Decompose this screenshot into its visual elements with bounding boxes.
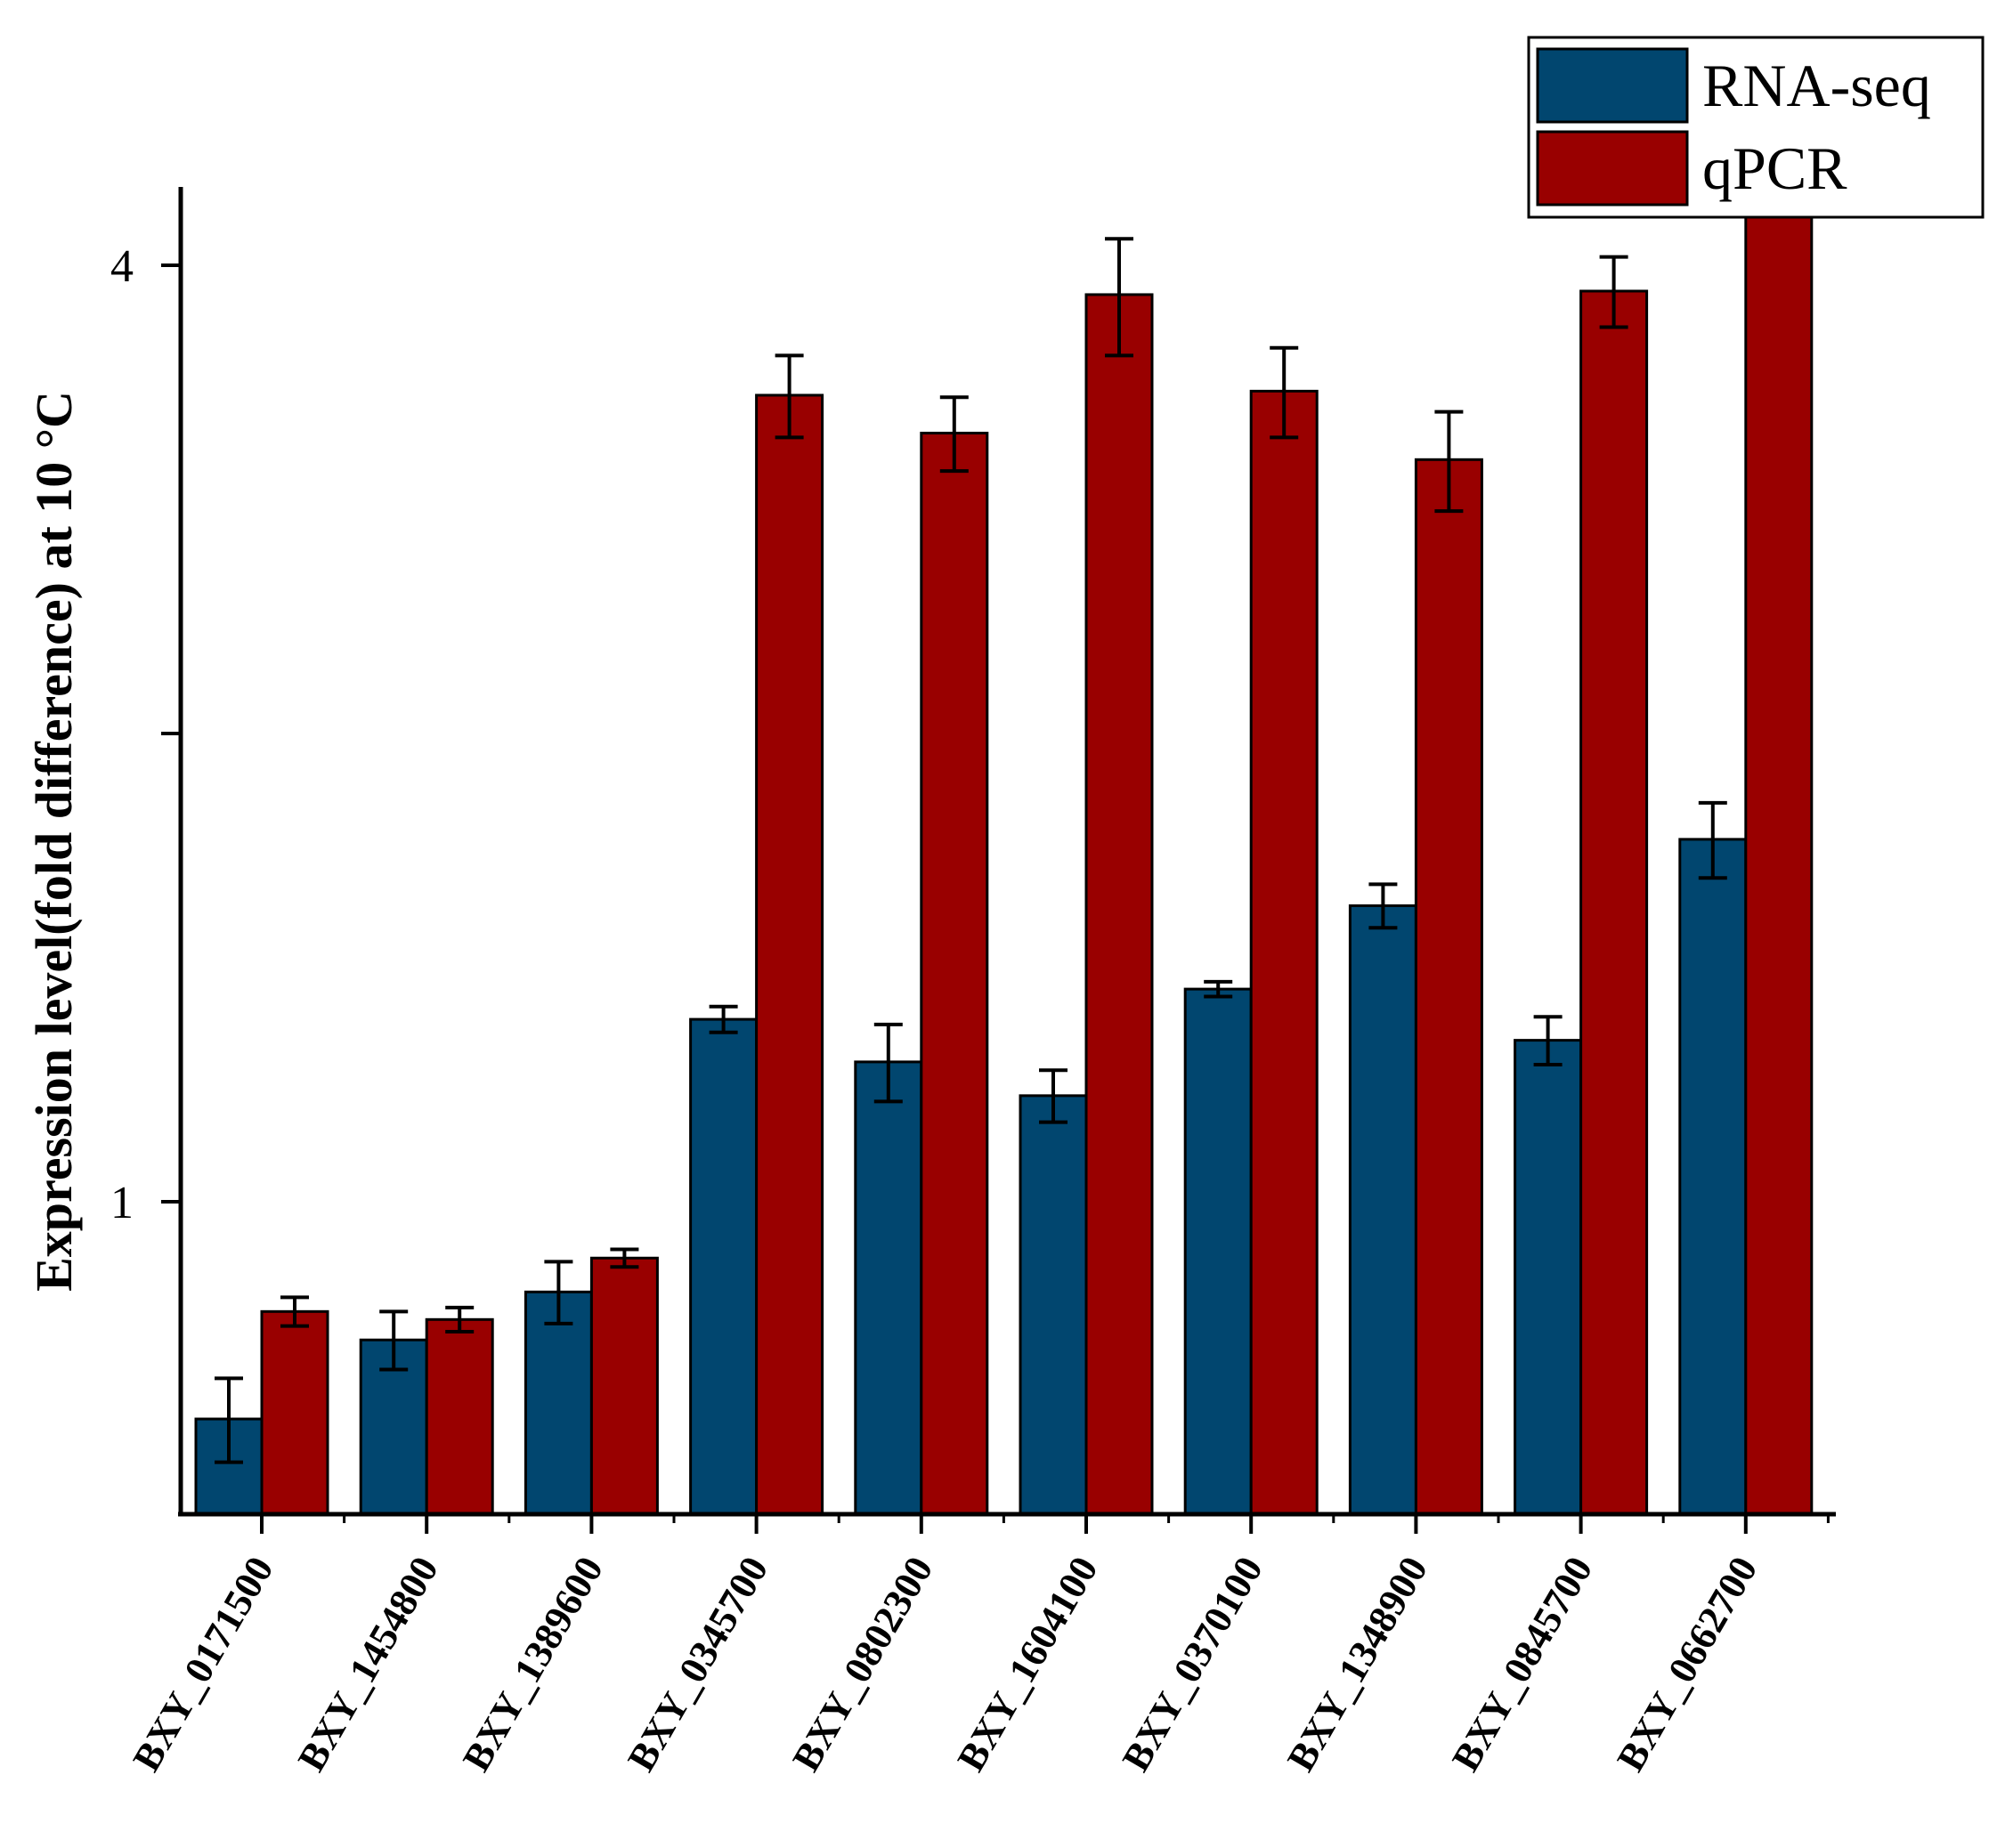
- error-bar-qpcr-8: [1434, 409, 1464, 514]
- bar-rna-seq-6: [1019, 1094, 1088, 1516]
- error-bar-rna-seq-4: [709, 1004, 738, 1034]
- bar-rna-seq-5: [854, 1060, 923, 1516]
- error-bar-qpcr-5: [939, 395, 969, 474]
- x-tick-label-6: BXY_1604100: [949, 1550, 1107, 1779]
- error-bar-qpcr-1: [280, 1295, 309, 1328]
- x-tick-label-7: BXY_0370100: [1114, 1550, 1271, 1779]
- y-tick-label-1: 1: [110, 1178, 134, 1228]
- x-tick-label-4: BXY_0345700: [619, 1550, 776, 1779]
- error-bar-rna-seq-2: [379, 1309, 409, 1372]
- bar-qpcr-3: [589, 1256, 659, 1516]
- error-bar-rna-seq-6: [1039, 1068, 1068, 1124]
- x-ticks-layer: BXY_0171500 BXY_1454800 BXY_1389600 BXY_034…: [125, 1514, 1830, 1779]
- legend-swatch-rna-seq: [1536, 47, 1689, 124]
- legend-label-qpcr: qPCR: [1702, 134, 1847, 202]
- legend-swatch-qpcr: [1536, 130, 1689, 207]
- y-axis-title: Expression level(fold difference) at 10 …: [25, 391, 83, 1292]
- x-tick-label-2: BXY_1454800: [289, 1550, 447, 1779]
- bar-qpcr-10: [1744, 169, 1814, 1516]
- error-bar-rna-seq-7: [1204, 979, 1233, 999]
- bar-qpcr-7: [1249, 389, 1319, 1516]
- error-bar-rna-seq-9: [1533, 1015, 1563, 1066]
- error-bar-qpcr-4: [775, 353, 804, 440]
- x-tick-label-5: BXY_0802300: [784, 1550, 942, 1779]
- bar-rna-seq-10: [1678, 838, 1748, 1516]
- error-bar-qpcr-7: [1270, 345, 1299, 440]
- bar-qpcr-1: [260, 1309, 329, 1516]
- axes-layer: [178, 187, 1836, 1517]
- bar-rna-seq-9: [1514, 1039, 1583, 1516]
- error-bar-rna-seq-10: [1698, 800, 1727, 880]
- bar-rna-seq-8: [1348, 904, 1417, 1516]
- error-bar-rna-seq-8: [1368, 882, 1398, 930]
- error-bar-rna-seq-1: [215, 1376, 243, 1464]
- legend-label-rna-seq: RNA-seq: [1702, 52, 1931, 119]
- x-tick-label-1: BXY_0171500: [125, 1550, 282, 1779]
- legend: RNA-seq qPCR: [1527, 36, 1985, 219]
- y-ticks-layer: 14: [110, 241, 181, 1228]
- bar-qpcr-4: [755, 393, 824, 1516]
- y-tick-label-3: 4: [110, 241, 134, 292]
- bar-qpcr-5: [920, 432, 989, 1516]
- bar-rna-seq-7: [1183, 987, 1253, 1516]
- error-bar-qpcr-6: [1105, 237, 1133, 358]
- error-bar-qpcr-3: [610, 1247, 639, 1269]
- bar-qpcr-6: [1084, 293, 1154, 1516]
- x-tick-label-8: BXY_1348900: [1279, 1550, 1436, 1779]
- error-bar-rna-seq-5: [873, 1022, 903, 1104]
- error-bar-qpcr-9: [1599, 255, 1628, 329]
- bar-rna-seq-4: [689, 1017, 759, 1516]
- bar-qpcr-9: [1579, 289, 1649, 1516]
- error-bar-qpcr-2: [445, 1305, 475, 1333]
- bar-qpcr-8: [1414, 458, 1483, 1516]
- x-tick-label-3: BXY_1389600: [454, 1550, 612, 1779]
- bars-layer: [194, 169, 1814, 1516]
- error-bar-rna-seq-3: [544, 1260, 573, 1325]
- bar-qpcr-2: [425, 1317, 494, 1516]
- x-tick-label-10: BXY_0662700: [1609, 1550, 1766, 1779]
- x-tick-label-9: BXY_0845700: [1443, 1550, 1601, 1779]
